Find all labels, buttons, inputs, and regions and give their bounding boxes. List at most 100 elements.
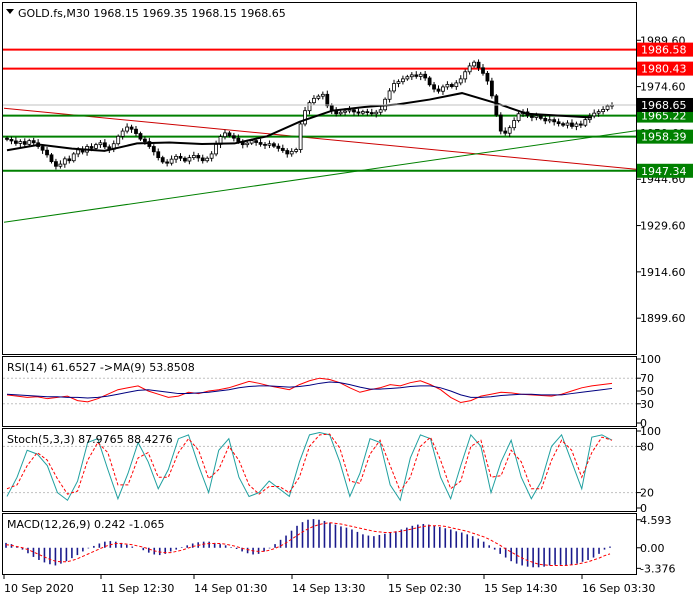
level-label-bg [637, 42, 693, 57]
stochastic-panel: 100 80 20 0 Stoch(5,3,3) 87.9765 88.4276 [2, 425, 661, 515]
candle-body [401, 78, 405, 83]
candle-body [605, 105, 610, 110]
candle-body [183, 157, 187, 162]
level-label-bg [637, 129, 693, 144]
candle-body [432, 84, 436, 90]
candle-body [570, 122, 574, 127]
candle-body [143, 138, 147, 142]
candle-body [245, 142, 250, 146]
candle-body [343, 110, 347, 113]
candle-body [138, 133, 143, 140]
candle-body [578, 123, 583, 126]
candle-body [258, 142, 263, 145]
candle-body [414, 74, 419, 77]
candle-body [312, 97, 316, 104]
candle-body [236, 137, 241, 142]
moving-average-line [6, 92, 593, 152]
candle-body [512, 120, 517, 129]
macd-header: MACD(12,26,9) 0.242 -1.065 [7, 518, 165, 531]
candle-body [360, 111, 365, 114]
candle-body [280, 147, 285, 151]
candle-body [387, 90, 392, 100]
candle-body [547, 119, 552, 122]
candle-body [22, 141, 27, 145]
candle-body [205, 157, 210, 162]
stoch-series-line [6, 432, 613, 502]
macd-tick-label: -3.376 [640, 562, 675, 575]
candle-body [396, 81, 401, 84]
time-tick-label: 11 Sep 12:30 [101, 582, 174, 595]
candle-body [347, 109, 352, 112]
dropdown-triangle-icon[interactable] [6, 9, 14, 14]
time-tick-label: 16 Sep 03:30 [582, 582, 655, 595]
candle-body [54, 161, 58, 167]
candle-body [583, 119, 588, 126]
candle-body [574, 123, 579, 127]
rsi-series-line [6, 381, 613, 399]
candle-body [530, 115, 534, 118]
candle-body [160, 157, 165, 163]
candle-body [200, 157, 205, 162]
price-panel: GOLD.fs,M30 1968.15 1969.35 1968.15 1968… [2, 2, 693, 355]
candle-body [303, 110, 307, 125]
candle-body [338, 111, 343, 115]
candle-body [561, 123, 565, 126]
current-price-bg [637, 97, 693, 112]
candle-body [365, 111, 370, 114]
candle-body [596, 111, 601, 114]
candle-body [196, 155, 201, 159]
candle-body [592, 112, 597, 117]
price-tick-label: 1974.60 [640, 81, 686, 94]
candle-body [320, 93, 325, 97]
candle-body [445, 84, 450, 88]
candle-body [316, 95, 321, 99]
candle-body [498, 114, 503, 132]
candle-body [418, 73, 423, 77]
candle-body [436, 88, 441, 92]
rsi-series-line [6, 377, 613, 404]
stoch-tick-label: 100 [640, 425, 661, 438]
stoch-frame [2, 428, 637, 512]
candle-body [405, 76, 410, 80]
price-tick-label: 1899.60 [640, 312, 686, 325]
candle-body [263, 143, 267, 146]
stoch-series-line [6, 433, 613, 495]
time-axis: 10 Sep 2020 11 Sep 12:30 14 Sep 01:30 14 Se… [3, 574, 655, 595]
candle-body [441, 86, 445, 92]
candle-body [134, 128, 138, 134]
candle-body [165, 161, 170, 164]
candle-body [125, 126, 130, 132]
candle-body [374, 111, 379, 115]
rsi-tick-label: 0 [640, 417, 647, 430]
candle-body [129, 126, 134, 130]
rsi-tick-label: 100 [640, 353, 661, 366]
current-price-label: 1968.65 [641, 99, 687, 112]
candle-body [369, 112, 374, 115]
candle-body [18, 141, 23, 144]
candle-body [481, 67, 485, 74]
candle-body [40, 146, 45, 151]
trendline [3, 130, 637, 223]
candle-body [298, 123, 303, 150]
level-label-bg [637, 108, 693, 123]
candle-body [231, 135, 236, 139]
candle-body [71, 153, 76, 162]
candle-body [516, 113, 521, 121]
candle-body [601, 109, 606, 113]
candle-body [538, 115, 543, 119]
trendline [3, 107, 637, 170]
candle-body [267, 143, 272, 146]
candle-body [94, 144, 98, 149]
time-tick-label: 15 Sep 14:30 [484, 582, 557, 595]
candle-body [102, 142, 107, 148]
candle-body [151, 146, 156, 153]
time-tick-label: 15 Sep 02:30 [388, 582, 461, 595]
macd-signal-line [5, 522, 611, 566]
candle-body [485, 72, 490, 82]
level-label-bg [637, 163, 693, 178]
candle-body [489, 80, 494, 97]
candle-body [294, 149, 299, 152]
macd-tick-label: 4.593 [640, 514, 672, 527]
time-tick-label: 10 Sep 2020 [4, 582, 74, 595]
